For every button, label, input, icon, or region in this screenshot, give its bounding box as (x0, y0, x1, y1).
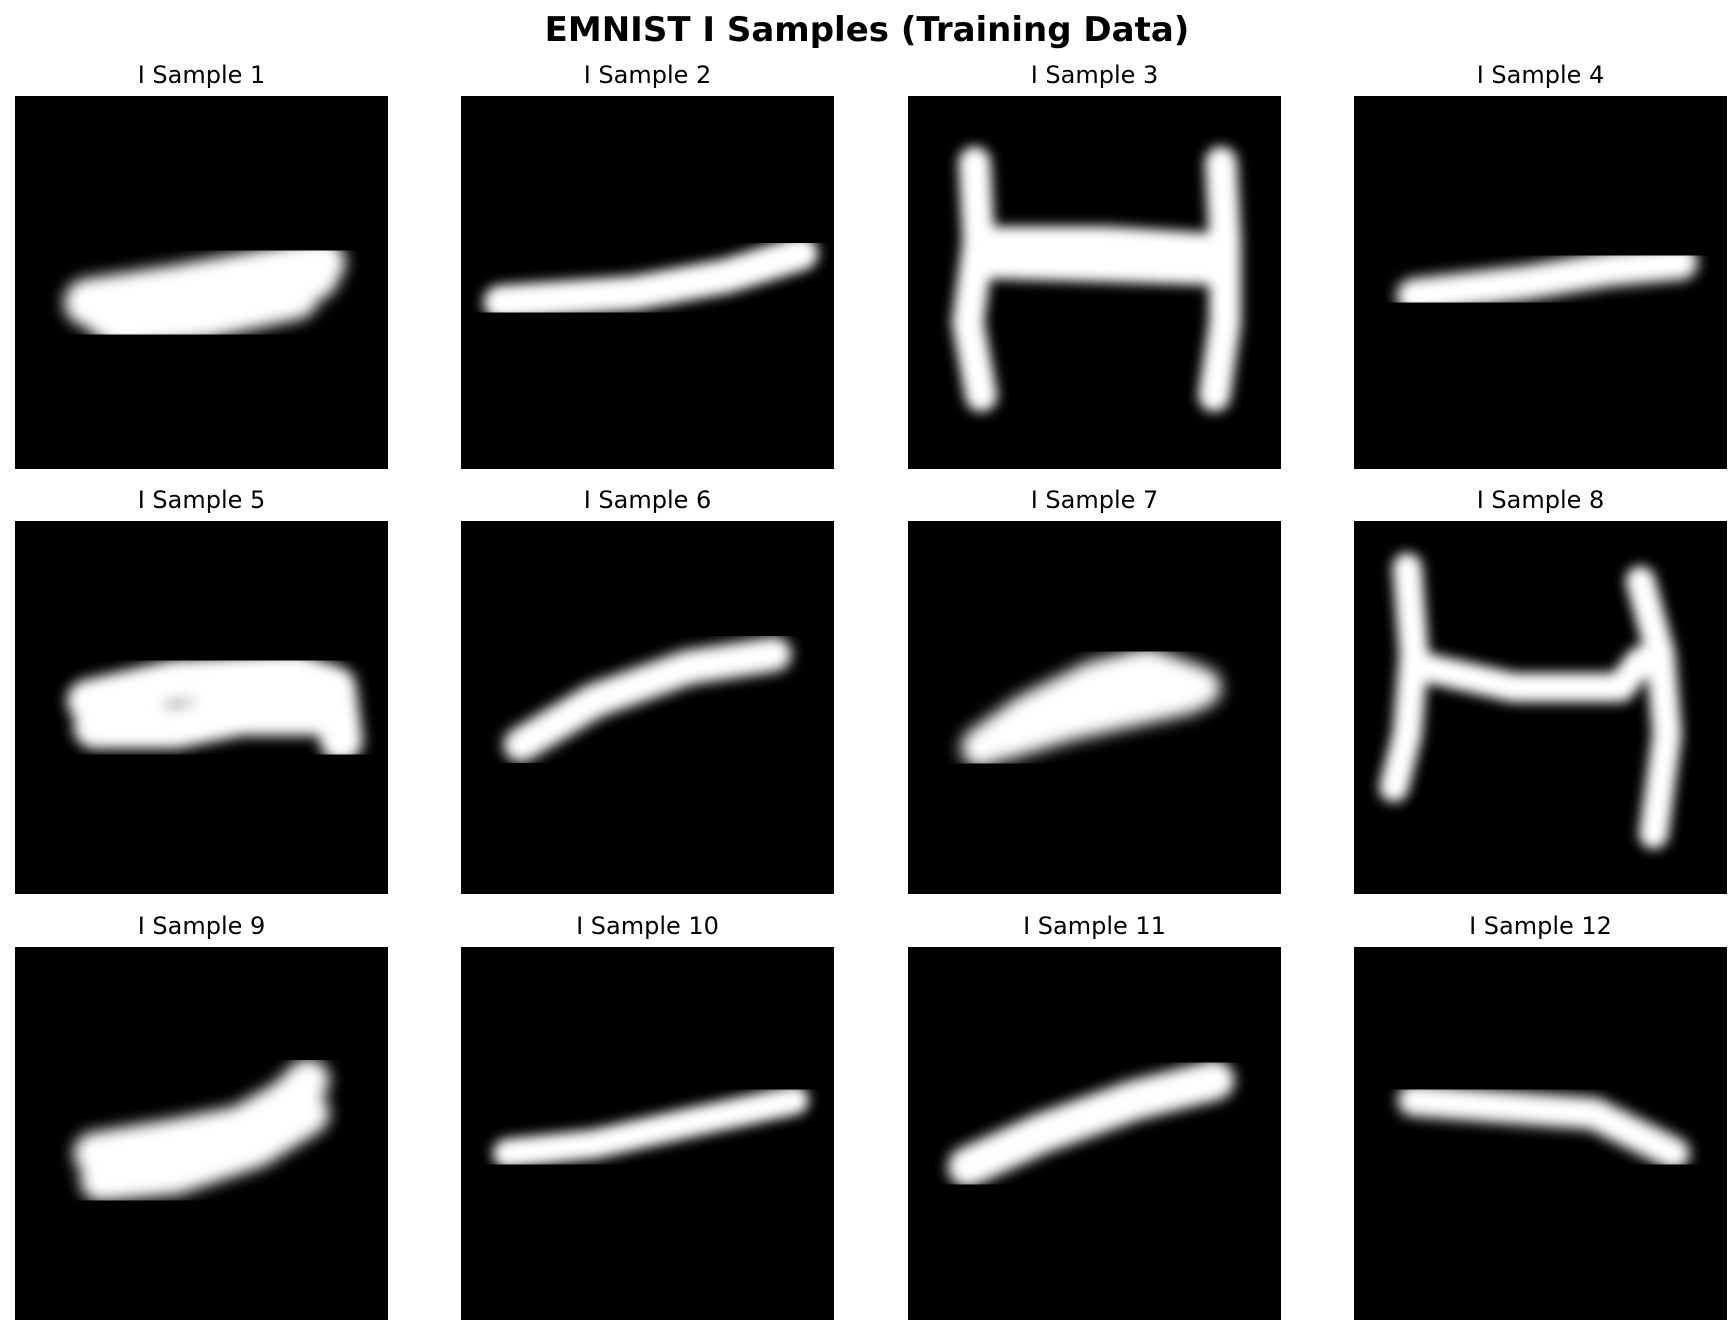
figure-title: EMNIST I Samples (Training Data) (544, 10, 1190, 50)
sample-image-4 (1354, 96, 1727, 469)
sample-image-10 (461, 947, 834, 1320)
sample-title: I Sample 11 (1023, 912, 1166, 940)
sample-title: I Sample 2 (583, 61, 712, 89)
sample-image-6 (461, 521, 834, 894)
sample-title: I Sample 3 (1030, 61, 1159, 89)
sample-title: I Sample 12 (1469, 912, 1612, 940)
sample-title: I Sample 10 (576, 912, 719, 940)
sample-image-8 (1354, 521, 1727, 894)
sample-image-3 (908, 96, 1281, 469)
sample-image-2 (461, 96, 834, 469)
sample-title: I Sample 4 (1476, 61, 1605, 89)
sample-title: I Sample 6 (583, 486, 712, 514)
sample-image-7 (908, 521, 1281, 894)
sample-image-12 (1354, 947, 1727, 1320)
sample-title: I Sample 7 (1030, 486, 1159, 514)
sample-title: I Sample 5 (137, 486, 266, 514)
sample-image-1 (15, 96, 388, 469)
sample-image-11 (908, 947, 1281, 1320)
sample-title: I Sample 8 (1476, 486, 1605, 514)
sample-title: I Sample 9 (137, 912, 266, 940)
sample-image-5 (15, 521, 388, 894)
sample-image-9 (15, 947, 388, 1320)
sample-title: I Sample 1 (137, 61, 266, 89)
